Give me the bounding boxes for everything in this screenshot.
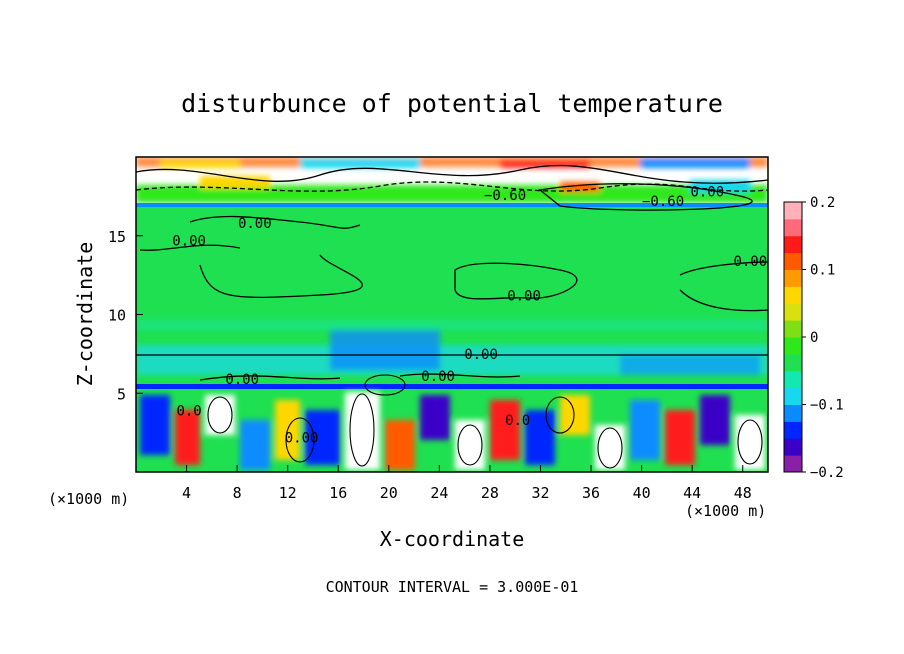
x-unit-right: (×1000 m) — [685, 502, 766, 520]
contour-label: 0.00 — [507, 289, 541, 305]
contour-label: 0.0 — [505, 413, 530, 429]
x-tick-label: 8 — [233, 484, 242, 502]
contour-label: 0.00 — [421, 369, 455, 385]
contour-label: −0.60 — [484, 188, 526, 204]
contour-label: 0.00 — [690, 185, 724, 201]
contour-label: 0.00 — [285, 430, 319, 446]
x-tick-label: 36 — [582, 484, 600, 502]
x-tick-label: 16 — [329, 484, 347, 502]
contour-label: 0.00 — [238, 216, 272, 232]
y-tick-label: 5 — [117, 385, 126, 403]
x-unit-left: (×1000 m) — [48, 490, 129, 508]
x-tick-label: 28 — [481, 484, 499, 502]
colorbar-tick-label: −0.2 — [810, 465, 844, 481]
colorbar-swatch — [784, 438, 802, 456]
x-ticks: 4 8 12 16 20 24 28 32 36 40 44 48 — [182, 465, 752, 502]
colorbar: 0.2 0.1 0 −0.1 −0.2 — [783, 195, 844, 481]
y-ticks: 5 10 15 — [108, 228, 143, 403]
x-tick-label: 12 — [279, 484, 297, 502]
x-tick-label: 20 — [380, 484, 398, 502]
colorbar-tick-label: −0.1 — [810, 398, 844, 414]
contour-label: 0.00 — [464, 347, 498, 363]
boundary-layer-cells — [140, 392, 765, 470]
x-tick-label: 40 — [633, 484, 651, 502]
colorbar-swatch — [784, 235, 802, 254]
y-axis-label: Z-coordinate — [73, 242, 97, 387]
x-axis-label: X-coordinate — [380, 527, 525, 551]
colorbar-swatch — [784, 218, 802, 237]
colorbar-swatch — [784, 252, 802, 270]
contour-label: −0.60 — [642, 194, 684, 210]
colorbar-swatch — [784, 353, 802, 372]
heatmap-field: 0.00 0.00 0.00 0.00 0.00 0.00 0.00 −0.60 −0.60 0.… — [136, 157, 768, 472]
lower-haze — [136, 320, 768, 375]
y-tick-label: 10 — [108, 307, 126, 325]
colorbar-swatch — [784, 303, 802, 321]
colorbar-swatch — [784, 269, 802, 287]
y-tick-label: 15 — [108, 228, 126, 246]
chart-title: disturbunce of potential temperature — [181, 89, 723, 118]
colorbar-swatch — [784, 404, 802, 422]
colorbar-swatches — [784, 202, 802, 473]
x-tick-label: 4 — [182, 484, 191, 502]
colorbar-tick-label: 0.1 — [810, 263, 835, 279]
x-tick-label: 44 — [683, 484, 701, 502]
colorbar-swatch — [784, 370, 802, 389]
contour-label: 0.00 — [733, 254, 767, 270]
x-tick-label: 32 — [531, 484, 549, 502]
x-tick-label: 48 — [734, 484, 752, 502]
contour-lines — [136, 164, 768, 381]
colorbar-swatch — [784, 421, 802, 439]
boundary-contours — [207, 374, 763, 469]
colorbar-tick-label: 0.2 — [810, 195, 835, 211]
colorbar-swatch — [784, 337, 802, 355]
tropopause-line — [136, 203, 768, 207]
contour-label: 0.00 — [172, 233, 206, 249]
colorbar-tick-label: 0 — [810, 330, 818, 346]
colorbar-swatch — [784, 202, 802, 220]
colorbar-swatch — [784, 320, 802, 338]
inversion-line — [136, 384, 768, 389]
colorbar-swatch — [784, 286, 802, 304]
x-tick-label: 24 — [430, 484, 448, 502]
contour-labels: 0.00 0.00 0.00 0.00 0.00 0.00 0.00 −0.60 −0.60 0.… — [172, 185, 767, 447]
colorbar-ticks: 0.2 0.1 0 −0.1 −0.2 — [802, 195, 844, 481]
colorbar-swatch — [784, 387, 802, 405]
contour-interval-text: CONTOUR INTERVAL = 3.000E-01 — [326, 578, 579, 596]
contour-label: 0.00 — [225, 372, 259, 388]
contour-label: 0.0 — [176, 404, 201, 420]
colorbar-swatch — [784, 455, 802, 473]
